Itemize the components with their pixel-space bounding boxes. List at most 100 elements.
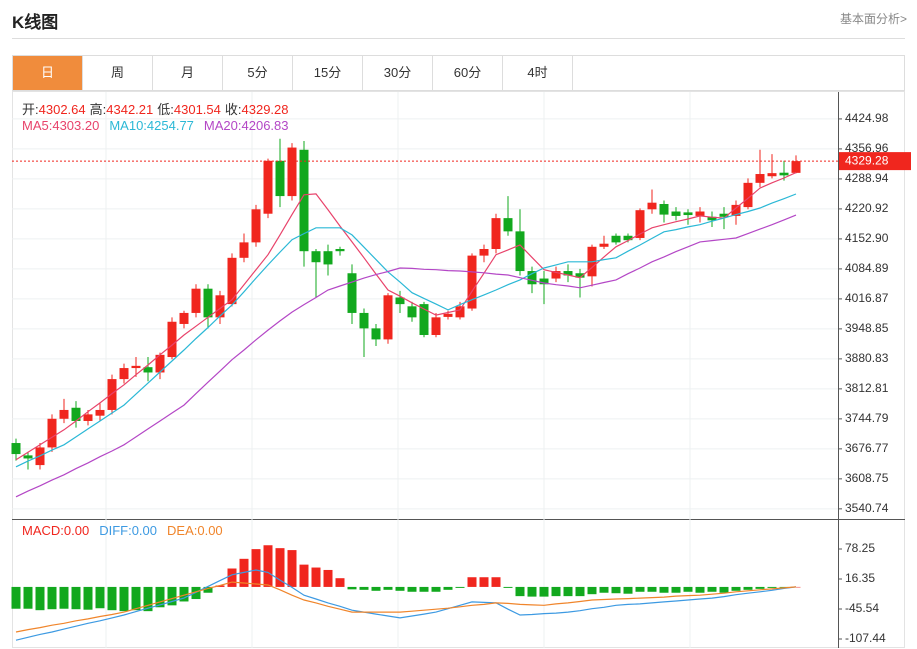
macd-bar bbox=[599, 586, 609, 593]
candle-body bbox=[215, 295, 225, 318]
y-tick-label: 4016.87 bbox=[845, 291, 889, 305]
macd-bar bbox=[371, 586, 381, 591]
macd-bar bbox=[695, 586, 705, 593]
macd-bar bbox=[407, 586, 417, 592]
candle-body bbox=[515, 231, 525, 272]
macd-bar bbox=[11, 586, 21, 609]
macd-bar bbox=[443, 586, 453, 590]
series-value: 0.00 bbox=[131, 523, 158, 538]
analysis-link[interactable]: 基本面分析> bbox=[839, 12, 907, 26]
macd-bar bbox=[275, 548, 285, 587]
series-line bbox=[15, 581, 797, 633]
macd-bar bbox=[647, 586, 657, 592]
macd-bar bbox=[515, 586, 525, 597]
macd-bar bbox=[743, 586, 753, 590]
macd-bar bbox=[563, 586, 573, 597]
candle-body bbox=[23, 455, 33, 459]
y-tick-label: 78.25 bbox=[845, 541, 875, 555]
candle-body bbox=[563, 271, 573, 276]
tab[interactable]: 日 bbox=[13, 56, 83, 90]
tab[interactable]: 周 bbox=[83, 56, 153, 90]
tab[interactable]: 30分 bbox=[363, 56, 433, 90]
macd-bar bbox=[47, 586, 57, 610]
ma-legend: MA10:4254.77 bbox=[109, 118, 194, 133]
candle-body bbox=[611, 235, 621, 243]
macd-bar bbox=[611, 586, 621, 594]
candle-body bbox=[659, 204, 669, 215]
vertical-grid bbox=[105, 92, 691, 648]
y-tick-label: 3676.77 bbox=[845, 441, 889, 455]
candle-body bbox=[311, 251, 321, 263]
tab[interactable]: 60分 bbox=[433, 56, 503, 90]
macd-bar bbox=[71, 586, 81, 610]
macd-bar bbox=[311, 567, 321, 587]
candle-body bbox=[251, 209, 261, 243]
ohlc-label: 高: bbox=[89, 102, 107, 117]
macd-info: MACD:0.00 DIFF:0.00 DEA:0.00 bbox=[22, 523, 233, 538]
candle-body bbox=[767, 173, 777, 177]
tab[interactable]: 15分 bbox=[293, 56, 363, 90]
candle-body bbox=[395, 297, 405, 305]
ohlc-value: 4302.64 bbox=[38, 102, 86, 117]
macd-bar bbox=[767, 586, 777, 588]
ohlc-value: 4342.21 bbox=[106, 102, 154, 117]
candle-body bbox=[119, 368, 129, 380]
candle-body bbox=[83, 414, 93, 421]
macd-bar bbox=[95, 586, 105, 609]
macd-bar bbox=[179, 586, 189, 602]
candle-body bbox=[407, 306, 417, 318]
ohlc-item: 低:4301.54 bbox=[157, 99, 221, 118]
ohlc-value: 4301.54 bbox=[173, 102, 221, 117]
candle-body bbox=[467, 255, 477, 309]
tab[interactable]: 月 bbox=[153, 56, 223, 90]
candle-body bbox=[779, 172, 789, 176]
candle-body bbox=[155, 354, 165, 373]
candle-body bbox=[167, 321, 177, 358]
y-tick-label: 3880.83 bbox=[845, 351, 889, 365]
candle-body bbox=[263, 160, 273, 214]
ohlc-item: 高:4342.21 bbox=[90, 99, 154, 118]
macd-bar bbox=[167, 586, 177, 606]
macd-bar bbox=[203, 586, 213, 593]
candle-body bbox=[599, 243, 609, 247]
y-tick-label: 4356.96 bbox=[845, 141, 889, 155]
candle-body bbox=[419, 304, 429, 335]
last-price-label: 4329.28 bbox=[845, 153, 889, 167]
tab[interactable]: 4时 bbox=[503, 56, 573, 90]
macd-bar bbox=[527, 586, 537, 597]
macd-bar bbox=[671, 586, 681, 593]
y-tick-label: 3948.85 bbox=[845, 321, 889, 335]
macd-bar bbox=[287, 550, 297, 587]
macd-bar bbox=[683, 586, 693, 592]
macd-bar bbox=[107, 586, 117, 611]
macd-legend: MACD:0.00 bbox=[22, 523, 89, 538]
series-value: 0.00 bbox=[197, 523, 223, 538]
macd-bar bbox=[323, 569, 333, 587]
macd-bar bbox=[479, 577, 489, 587]
candle-body bbox=[491, 218, 501, 249]
macd-bar bbox=[119, 586, 129, 612]
tab[interactable]: 5分 bbox=[223, 56, 293, 90]
macd-bar bbox=[35, 586, 45, 611]
y-tick-label: 3608.75 bbox=[845, 471, 889, 485]
candle-body bbox=[239, 242, 249, 258]
macd-bar bbox=[383, 586, 393, 590]
candle-body bbox=[743, 182, 753, 208]
ma-value: 4206.83 bbox=[241, 118, 289, 133]
chart-frame bbox=[12, 91, 905, 648]
macd-bar bbox=[131, 586, 141, 611]
ma-name: MA5: bbox=[22, 118, 53, 133]
candle-body bbox=[731, 204, 741, 216]
macd-bar bbox=[59, 586, 69, 609]
candle-body bbox=[527, 271, 537, 285]
macd-bar bbox=[23, 586, 33, 609]
y-tick-label: -107.44 bbox=[845, 631, 886, 645]
candle-body bbox=[455, 306, 465, 318]
y-tick-label: 4288.94 bbox=[845, 171, 889, 185]
y-tick-label: 4220.92 bbox=[845, 201, 889, 215]
y-tick-label: 3812.81 bbox=[845, 381, 889, 395]
candle-body bbox=[203, 288, 213, 318]
macd-series-legend: DIFF:0.00 bbox=[99, 523, 157, 538]
candle-body bbox=[503, 218, 513, 232]
